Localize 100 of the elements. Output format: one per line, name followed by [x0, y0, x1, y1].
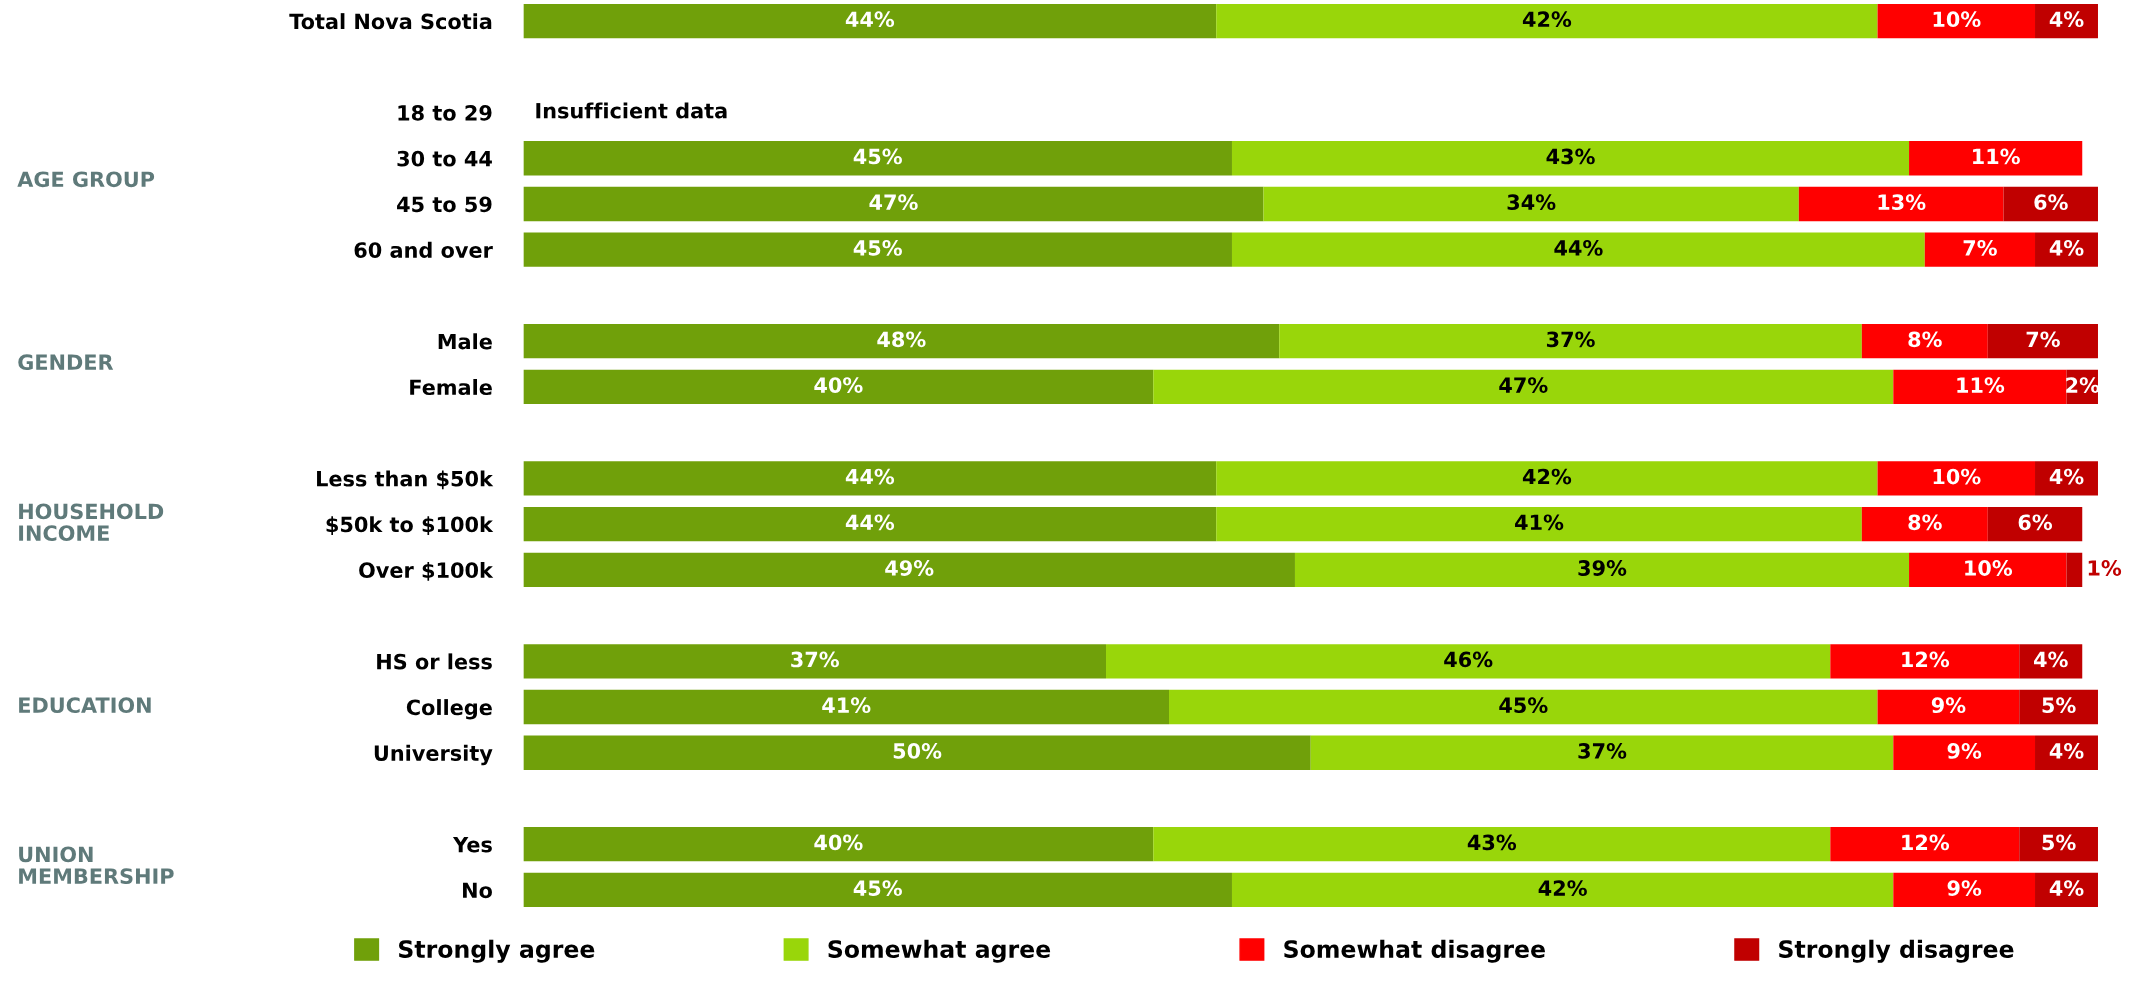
data-label: 5%	[2042, 697, 2076, 714]
y-tick-label: HS or less	[377, 653, 492, 670]
data-label: 9%	[1947, 743, 1982, 759]
y-tick-label: 45 to 59	[397, 196, 492, 213]
data-label: 42%	[1522, 468, 1572, 485]
bar	[523, 689, 1169, 725]
data-label: 7%	[2026, 331, 2060, 348]
bar	[1231, 872, 1894, 908]
bar	[1909, 141, 2083, 176]
bar	[523, 232, 1232, 267]
data-label: 50%	[893, 743, 942, 759]
bar	[1169, 689, 1878, 725]
bar	[2019, 827, 2098, 862]
data-label: 4%	[2049, 11, 2084, 28]
bar	[523, 324, 1280, 359]
data-label: 2%	[2066, 377, 2100, 393]
text: GENDER	[18, 354, 114, 371]
bar	[1216, 506, 1862, 542]
y-tick-label: College	[406, 699, 492, 720]
y-tick-label: No	[463, 882, 492, 899]
bar	[1216, 3, 1878, 39]
annotation: Insufficient data	[536, 102, 727, 119]
data-label: 34%	[1507, 194, 1556, 211]
data-label: 7%	[1963, 240, 1997, 256]
bar	[1877, 689, 2020, 725]
data-label: 4%	[2049, 880, 2084, 896]
bar	[1216, 461, 1878, 496]
data-label: 12%	[1902, 834, 1950, 851]
bar	[1279, 324, 1862, 359]
data-label: 37%	[1578, 743, 1627, 759]
bar	[1263, 186, 1799, 222]
data-label: 43%	[1546, 148, 1595, 165]
data-label: 8%	[1908, 514, 1942, 531]
data-label: 48%	[877, 331, 926, 348]
bar	[523, 461, 1217, 496]
data-label: 46%	[1444, 651, 1493, 668]
bar	[523, 827, 1154, 862]
data-label: 42%	[1538, 880, 1587, 896]
bar	[523, 872, 1232, 908]
bar	[1877, 3, 2036, 39]
data-label: 11%	[1973, 148, 2020, 165]
data-label: 39%	[1578, 560, 1627, 576]
bar	[1893, 369, 2067, 405]
y-tick-label: Female	[410, 379, 492, 396]
data-label: 45%	[1499, 697, 1548, 714]
bar	[2019, 689, 2098, 725]
bar	[1987, 506, 2083, 542]
text: EDUCATION	[19, 697, 151, 714]
bar	[1909, 552, 2067, 587]
data-label: 41%	[1515, 514, 1564, 531]
data-label: 8%	[1908, 331, 1942, 348]
data-label: 47%	[1499, 377, 1548, 393]
bar	[523, 3, 1217, 39]
data-label: 44%	[845, 11, 895, 28]
bar	[1893, 872, 2036, 908]
data-label: 10%	[1933, 468, 1981, 485]
y-tick-label: Less than $50k	[317, 470, 494, 490]
data-label: 40%	[814, 377, 863, 393]
data-label: 5%	[2042, 834, 2076, 851]
y-tick-label: Male	[438, 333, 492, 350]
bar	[1893, 735, 2036, 770]
data-label: 44%	[845, 514, 895, 531]
bar	[1798, 186, 2004, 222]
data-label: 4%	[2034, 651, 2068, 668]
data-label: 47%	[869, 194, 918, 211]
legend-label: Strongly disagree	[1779, 939, 2014, 963]
bar	[523, 506, 1217, 542]
bar	[1987, 324, 2098, 359]
bar	[1310, 735, 1894, 770]
bar	[1231, 232, 1925, 267]
y-tick-label: $50k to $100k	[326, 516, 494, 536]
bar	[523, 186, 1264, 222]
data-label: 42%	[1522, 11, 1572, 28]
text: UNION MEMBERSHIP	[19, 846, 174, 884]
data-label: 9%	[1931, 697, 1966, 714]
bar	[1861, 324, 1988, 359]
data-label: 44%	[845, 468, 895, 485]
legend-label: Somewhat disagree	[1284, 939, 1545, 963]
data-label: 37%	[1546, 331, 1595, 348]
data-label: 13%	[1878, 194, 1926, 211]
bar	[1153, 827, 1831, 862]
data-label: 4%	[2049, 468, 2084, 485]
bar	[523, 141, 1232, 176]
y-tick-label: 30 to 44	[397, 150, 492, 167]
data-label: 45%	[853, 880, 902, 896]
data-label: 12%	[1902, 651, 1950, 668]
data-label: 6%	[2018, 514, 2053, 531]
y-tick-label: Total Nova Scotia	[289, 13, 492, 30]
legend-label: Somewhat agree	[828, 939, 1051, 963]
data-label: 43%	[1467, 834, 1517, 851]
bar	[1294, 552, 1910, 587]
bar	[2066, 552, 2083, 587]
bar	[1830, 644, 2020, 679]
y-tick-label: 60 and over	[354, 241, 493, 258]
data-label: 6%	[2034, 194, 2068, 211]
data-label: 1%	[2088, 560, 2122, 576]
bar	[1106, 644, 1831, 679]
y-tick-label: Yes	[452, 836, 492, 853]
bar	[1861, 506, 1988, 542]
bar	[523, 644, 1107, 679]
